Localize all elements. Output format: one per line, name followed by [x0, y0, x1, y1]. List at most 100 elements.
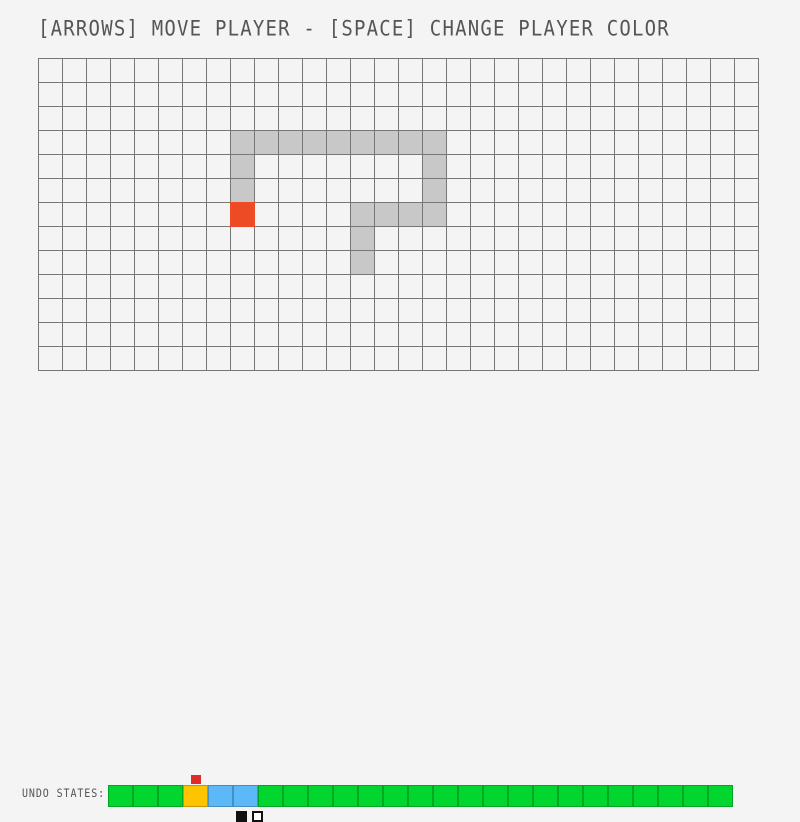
grid-cell-empty[interactable]	[518, 250, 543, 275]
grid-cell-empty[interactable]	[86, 346, 111, 371]
grid-cell-empty[interactable]	[326, 106, 351, 131]
grid-cell-empty[interactable]	[134, 298, 159, 323]
grid-cell-empty[interactable]	[206, 226, 231, 251]
grid-cell-empty[interactable]	[710, 250, 735, 275]
grid-cell-empty[interactable]	[734, 322, 759, 347]
grid-cell-empty[interactable]	[518, 106, 543, 131]
grid-cell-empty[interactable]	[38, 106, 63, 131]
grid-cell-empty[interactable]	[566, 298, 591, 323]
grid-cell-empty[interactable]	[542, 322, 567, 347]
grid-cell-empty[interactable]	[254, 346, 279, 371]
undo-state-slot[interactable]	[583, 785, 608, 807]
grid-cell-empty[interactable]	[398, 58, 423, 83]
grid-cell-empty[interactable]	[614, 202, 639, 227]
grid-cell-empty[interactable]	[182, 322, 207, 347]
grid-cell-empty[interactable]	[374, 226, 399, 251]
grid-cell-empty[interactable]	[254, 274, 279, 299]
grid-cell-empty[interactable]	[62, 82, 87, 107]
grid-cell-empty[interactable]	[590, 202, 615, 227]
grid-cell-empty[interactable]	[710, 346, 735, 371]
grid-cell-empty[interactable]	[230, 106, 255, 131]
grid-cell-empty[interactable]	[662, 346, 687, 371]
grid-cell-empty[interactable]	[350, 58, 375, 83]
grid-cell-path[interactable]	[230, 130, 255, 155]
grid-cell-empty[interactable]	[254, 154, 279, 179]
grid-cell-empty[interactable]	[38, 322, 63, 347]
grid-cell-empty[interactable]	[326, 178, 351, 203]
grid-cell-empty[interactable]	[158, 154, 183, 179]
grid-cell-empty[interactable]	[182, 82, 207, 107]
grid-cell-empty[interactable]	[518, 58, 543, 83]
grid-cell-empty[interactable]	[422, 82, 447, 107]
grid-cell-empty[interactable]	[38, 298, 63, 323]
grid-cell-empty[interactable]	[86, 130, 111, 155]
grid-cell-empty[interactable]	[182, 346, 207, 371]
grid-cell-empty[interactable]	[134, 322, 159, 347]
undo-state-slot[interactable]	[208, 785, 233, 807]
grid-cell-empty[interactable]	[398, 82, 423, 107]
grid-cell-empty[interactable]	[302, 106, 327, 131]
grid-cell-empty[interactable]	[302, 226, 327, 251]
grid-cell-empty[interactable]	[494, 226, 519, 251]
grid-cell-empty[interactable]	[206, 154, 231, 179]
grid-cell-empty[interactable]	[254, 322, 279, 347]
grid-cell-empty[interactable]	[734, 82, 759, 107]
grid-cell-empty[interactable]	[278, 346, 303, 371]
undo-state-slot[interactable]	[633, 785, 658, 807]
grid-cell-empty[interactable]	[662, 274, 687, 299]
grid-cell-empty[interactable]	[422, 346, 447, 371]
grid-cell-empty[interactable]	[638, 58, 663, 83]
grid-cell-empty[interactable]	[38, 82, 63, 107]
grid-cell-empty[interactable]	[134, 130, 159, 155]
grid-cell-empty[interactable]	[134, 250, 159, 275]
grid-cell-empty[interactable]	[470, 82, 495, 107]
grid-cell-empty[interactable]	[494, 82, 519, 107]
grid-cell-empty[interactable]	[110, 346, 135, 371]
grid-cell-empty[interactable]	[614, 82, 639, 107]
grid-cell-path[interactable]	[254, 130, 279, 155]
grid-cell-empty[interactable]	[278, 250, 303, 275]
grid-cell-empty[interactable]	[470, 154, 495, 179]
grid-cell-empty[interactable]	[278, 58, 303, 83]
grid-cell-empty[interactable]	[182, 298, 207, 323]
grid-cell-empty[interactable]	[494, 178, 519, 203]
grid-cell-empty[interactable]	[86, 178, 111, 203]
grid-cell-empty[interactable]	[614, 106, 639, 131]
grid-cell-empty[interactable]	[86, 298, 111, 323]
undo-state-slot[interactable]	[308, 785, 333, 807]
grid-cell-empty[interactable]	[590, 322, 615, 347]
grid-cell-empty[interactable]	[374, 298, 399, 323]
grid-cell-empty[interactable]	[302, 178, 327, 203]
grid-cell-empty[interactable]	[110, 154, 135, 179]
grid-cell-empty[interactable]	[494, 130, 519, 155]
grid-cell-empty[interactable]	[374, 274, 399, 299]
grid-cell-empty[interactable]	[254, 178, 279, 203]
grid-cell-empty[interactable]	[686, 202, 711, 227]
grid-cell-empty[interactable]	[518, 154, 543, 179]
grid-cell-empty[interactable]	[110, 82, 135, 107]
grid-cell-path[interactable]	[398, 130, 423, 155]
grid-cell-empty[interactable]	[38, 58, 63, 83]
grid-cell-empty[interactable]	[710, 202, 735, 227]
grid-cell-empty[interactable]	[734, 346, 759, 371]
grid-cell-empty[interactable]	[710, 322, 735, 347]
grid-cell-empty[interactable]	[182, 274, 207, 299]
grid-cell-empty[interactable]	[350, 274, 375, 299]
grid-cell-empty[interactable]	[206, 82, 231, 107]
grid-cell-empty[interactable]	[446, 322, 471, 347]
grid-cell-empty[interactable]	[494, 202, 519, 227]
grid-cell-empty[interactable]	[86, 154, 111, 179]
grid-cell-empty[interactable]	[62, 202, 87, 227]
grid-cell-empty[interactable]	[254, 298, 279, 323]
grid-cell-empty[interactable]	[470, 58, 495, 83]
grid-cell-empty[interactable]	[230, 274, 255, 299]
grid-cell-empty[interactable]	[710, 298, 735, 323]
grid-cell-empty[interactable]	[638, 202, 663, 227]
grid-cell-empty[interactable]	[614, 154, 639, 179]
grid-cell-empty[interactable]	[206, 346, 231, 371]
grid-cell-empty[interactable]	[542, 250, 567, 275]
grid-cell-path[interactable]	[230, 178, 255, 203]
grid-cell-empty[interactable]	[62, 130, 87, 155]
grid-cell-empty[interactable]	[134, 346, 159, 371]
grid-cell-empty[interactable]	[566, 202, 591, 227]
